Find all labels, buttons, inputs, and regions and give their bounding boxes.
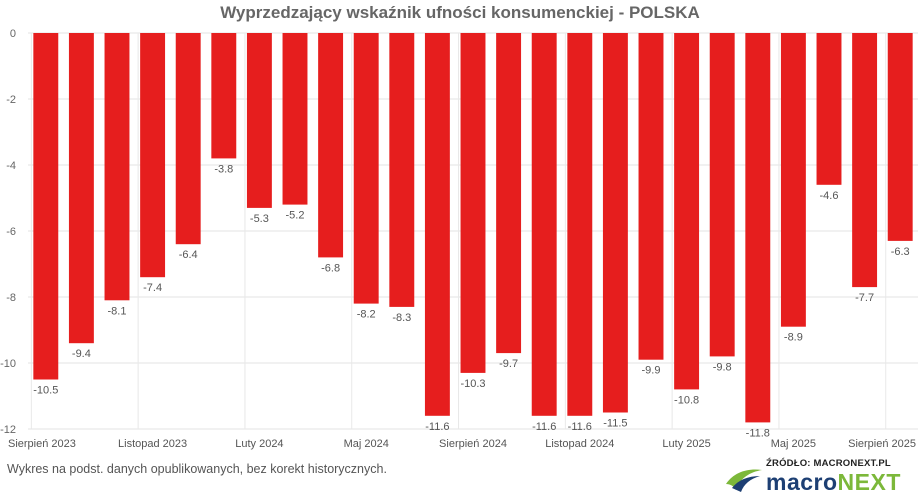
bar xyxy=(745,33,771,423)
chart-title: Wyprzedzający wskaźnik ufności konsumenc… xyxy=(220,3,700,22)
bar xyxy=(602,33,628,413)
data-label: -5.3 xyxy=(250,213,269,225)
x-tick-label: Maj 2025 xyxy=(771,438,816,450)
data-label: -10.3 xyxy=(460,378,485,390)
bar xyxy=(638,33,664,360)
bar xyxy=(674,33,700,390)
bar xyxy=(33,33,59,380)
bar xyxy=(816,33,842,185)
bar xyxy=(353,33,379,304)
data-label: -9.9 xyxy=(642,365,661,377)
data-label: -5.2 xyxy=(286,210,305,222)
bar xyxy=(175,33,201,245)
data-label: -11.6 xyxy=(532,421,556,433)
data-label: -6.8 xyxy=(321,262,340,274)
data-label: -11.8 xyxy=(746,427,770,439)
y-tick-label: -6 xyxy=(6,226,16,238)
x-tick-label: Luty 2024 xyxy=(235,438,283,450)
x-tick-label: Maj 2024 xyxy=(344,438,389,450)
data-label: -11.5 xyxy=(603,418,627,430)
y-tick-label: -12 xyxy=(0,424,16,436)
x-tick-label: Listopad 2024 xyxy=(545,438,614,450)
bar xyxy=(389,33,415,307)
y-tick-label: 0 xyxy=(10,28,16,40)
x-tick-label: Listopad 2023 xyxy=(118,438,187,450)
source-label: ŹRÓDŁO: MACRONEXT.PL xyxy=(766,458,891,469)
chart-footnote: Wykres na podst. danych opublikowanych, … xyxy=(7,462,387,476)
x-tick-label: Sierpień 2024 xyxy=(439,438,507,450)
bar xyxy=(104,33,130,301)
data-label: -7.4 xyxy=(143,282,162,294)
bar xyxy=(567,33,593,416)
data-label: -8.9 xyxy=(784,332,803,344)
x-tick-label: Sierpień 2023 xyxy=(8,438,76,450)
data-label: -10.5 xyxy=(33,385,58,397)
macronext-logo: macroNEXT xyxy=(766,470,901,494)
y-tick-label: -2 xyxy=(6,94,16,106)
bar xyxy=(424,33,450,416)
bar xyxy=(887,33,913,241)
x-tick-label: Sierpień 2025 xyxy=(848,438,916,450)
data-label: -11.6 xyxy=(425,421,449,433)
bar xyxy=(282,33,308,205)
logo-text-next: NEXT xyxy=(837,469,901,495)
data-label: -8.3 xyxy=(392,312,411,324)
macronext-swoosh-icon xyxy=(726,469,762,492)
bar xyxy=(460,33,486,373)
bar xyxy=(531,33,557,416)
data-label: -11.6 xyxy=(568,421,592,433)
bar xyxy=(780,33,806,327)
bar xyxy=(68,33,94,344)
data-label: -6.4 xyxy=(179,249,198,261)
bar xyxy=(318,33,344,258)
bar xyxy=(246,33,272,208)
bar xyxy=(211,33,237,159)
bar xyxy=(852,33,878,288)
y-tick-label: -10 xyxy=(0,358,16,370)
bar-chart: 0 -2 -4 -6 -8 -10 -12 -10.5 -9.4 -8.1 -7.4 -6.4 -3.8… xyxy=(0,28,918,450)
data-label: -9.4 xyxy=(72,348,91,360)
data-label: -9.7 xyxy=(499,358,518,370)
data-label: -9.8 xyxy=(713,361,732,373)
x-tick-label: Luty 2025 xyxy=(662,438,710,450)
data-label: -8.1 xyxy=(108,305,127,317)
data-label: -6.3 xyxy=(891,246,910,258)
data-label: -10.8 xyxy=(674,394,699,406)
data-label: -3.8 xyxy=(214,163,233,175)
data-label: -8.2 xyxy=(357,309,376,321)
data-label: -4.6 xyxy=(820,190,839,202)
data-label: -7.7 xyxy=(855,292,874,304)
y-tick-label: -4 xyxy=(6,160,16,172)
bar xyxy=(140,33,166,278)
y-tick-label: -8 xyxy=(6,292,16,304)
bar xyxy=(496,33,522,354)
logo-text-macro: macro xyxy=(766,469,838,495)
bar xyxy=(709,33,735,357)
